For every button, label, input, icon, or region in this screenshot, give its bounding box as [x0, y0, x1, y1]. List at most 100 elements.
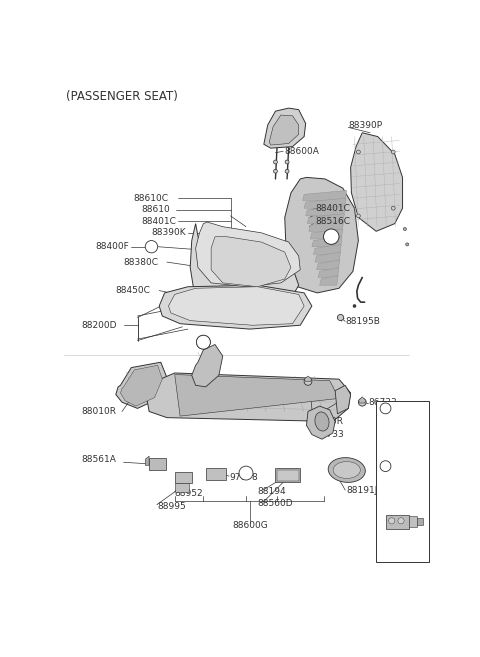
Polygon shape: [316, 260, 340, 270]
Text: 88401C: 88401C: [316, 204, 350, 213]
Circle shape: [406, 243, 409, 246]
Text: 88401C: 88401C: [142, 217, 176, 226]
Text: 86733: 86733: [369, 397, 397, 407]
Bar: [149, 458, 166, 470]
Circle shape: [145, 240, 157, 253]
Circle shape: [380, 461, 391, 472]
Circle shape: [391, 206, 395, 210]
Polygon shape: [304, 376, 312, 382]
Polygon shape: [350, 133, 403, 231]
Circle shape: [391, 150, 395, 154]
Polygon shape: [285, 177, 359, 293]
Text: 88600A: 88600A: [285, 147, 320, 156]
Text: 88010R: 88010R: [82, 407, 117, 416]
Circle shape: [239, 466, 253, 480]
Circle shape: [304, 378, 312, 385]
Polygon shape: [120, 365, 162, 406]
Text: 88191J: 88191J: [347, 486, 378, 495]
Text: 88952: 88952: [175, 489, 204, 497]
Polygon shape: [311, 229, 343, 239]
Circle shape: [353, 304, 356, 307]
Polygon shape: [307, 214, 345, 223]
Polygon shape: [175, 374, 339, 416]
Text: 88509A: 88509A: [395, 462, 430, 470]
Bar: [376, 401, 429, 562]
Polygon shape: [159, 285, 312, 329]
Polygon shape: [306, 206, 345, 216]
Circle shape: [389, 518, 395, 524]
Text: 88390K: 88390K: [152, 229, 186, 237]
Text: 88627: 88627: [395, 404, 423, 413]
Circle shape: [274, 170, 277, 173]
Text: a: a: [201, 338, 206, 347]
Text: 88200D: 88200D: [82, 321, 117, 330]
Circle shape: [196, 335, 210, 349]
Ellipse shape: [333, 461, 360, 478]
Polygon shape: [335, 385, 350, 414]
Circle shape: [359, 398, 366, 406]
Text: 88995: 88995: [157, 502, 186, 510]
Text: 88030R: 88030R: [308, 417, 343, 426]
Text: 86733: 86733: [316, 430, 345, 439]
Text: a: a: [329, 232, 334, 241]
Circle shape: [357, 150, 360, 154]
Bar: [277, 470, 299, 481]
Circle shape: [285, 170, 289, 173]
Polygon shape: [211, 237, 291, 286]
Text: 88610C: 88610C: [133, 194, 168, 203]
Polygon shape: [192, 344, 223, 387]
Text: b: b: [243, 468, 249, 478]
Text: 97078: 97078: [229, 473, 258, 482]
Text: 88560D: 88560D: [258, 499, 293, 509]
Circle shape: [196, 335, 210, 349]
Circle shape: [274, 160, 277, 164]
Polygon shape: [320, 275, 338, 285]
Bar: [385, 514, 409, 528]
Text: a: a: [383, 404, 388, 413]
Bar: [276, 468, 300, 482]
Ellipse shape: [315, 412, 329, 431]
Text: 88516C: 88516C: [316, 217, 351, 226]
Circle shape: [324, 229, 339, 244]
Text: b: b: [383, 462, 388, 470]
Circle shape: [285, 160, 289, 164]
Text: 88450C: 88450C: [116, 286, 151, 295]
Bar: [175, 472, 192, 483]
Text: 88610: 88610: [142, 205, 170, 214]
Circle shape: [337, 315, 344, 321]
Circle shape: [403, 227, 407, 231]
Circle shape: [380, 403, 391, 414]
Text: (PASSENGER SEAT): (PASSENGER SEAT): [66, 89, 178, 102]
Bar: [175, 483, 189, 492]
Polygon shape: [309, 221, 344, 231]
Text: 88390P: 88390P: [348, 120, 383, 129]
Bar: [409, 516, 417, 527]
Bar: [417, 518, 423, 526]
Polygon shape: [116, 362, 167, 409]
Text: 88380C: 88380C: [123, 258, 158, 267]
Text: 88400F: 88400F: [95, 242, 129, 251]
Text: a: a: [149, 242, 154, 251]
Polygon shape: [264, 108, 306, 148]
Polygon shape: [312, 237, 342, 246]
Polygon shape: [269, 115, 299, 145]
Text: 88600G: 88600G: [232, 521, 268, 530]
Text: 88561A: 88561A: [82, 455, 117, 464]
Bar: [206, 468, 226, 480]
Polygon shape: [147, 373, 350, 422]
Polygon shape: [302, 191, 347, 200]
Text: 88194: 88194: [258, 487, 286, 496]
Circle shape: [357, 214, 360, 218]
Polygon shape: [306, 406, 335, 439]
Text: 88195B: 88195B: [345, 317, 380, 326]
Polygon shape: [313, 244, 341, 254]
Ellipse shape: [328, 458, 365, 482]
Polygon shape: [145, 456, 149, 465]
Polygon shape: [304, 198, 346, 208]
Circle shape: [398, 518, 404, 524]
Polygon shape: [168, 286, 304, 325]
Polygon shape: [190, 223, 299, 308]
Text: a: a: [201, 338, 206, 347]
Polygon shape: [196, 222, 300, 286]
Polygon shape: [315, 252, 340, 262]
